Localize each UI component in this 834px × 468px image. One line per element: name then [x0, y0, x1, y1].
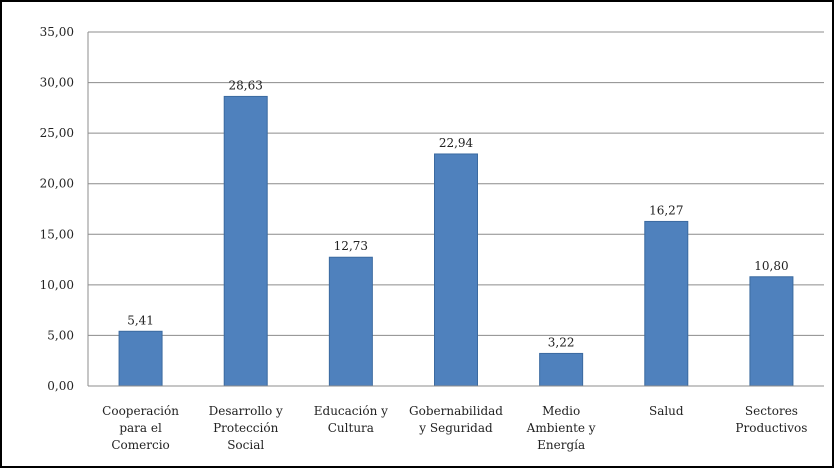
bar	[328, 256, 373, 387]
y-tick-label: 10,00	[40, 278, 74, 292]
x-category-label: Cooperación	[102, 404, 179, 418]
x-category-label: Medio	[542, 404, 580, 418]
y-tick-label: 0,00	[47, 379, 74, 393]
data-label: 16,27	[649, 203, 683, 217]
x-category-label: Cultura	[328, 421, 374, 435]
bar	[644, 220, 689, 387]
y-tick-label: 25,00	[40, 126, 74, 140]
x-category-label: Ambiente y	[526, 421, 596, 435]
bars	[118, 95, 794, 387]
x-axis-category-labels: Cooperación para el Comercio Desarrollo y Pr…	[102, 404, 807, 452]
x-category-label: Sectores	[745, 404, 798, 418]
y-tick-label: 20,00	[40, 177, 74, 191]
bar	[539, 352, 584, 387]
x-category-label: Gobernabilidad	[409, 404, 503, 418]
x-category-label: para el	[119, 421, 162, 435]
data-labels: 5,41 28,63 12,73 22,94 3,22 16,27 10,80	[127, 78, 788, 349]
x-category-label: Salud	[649, 404, 684, 418]
data-label: 3,22	[548, 335, 575, 349]
data-label: 5,41	[127, 313, 154, 327]
y-tick-label: 30,00	[40, 76, 74, 90]
data-label: 22,94	[439, 136, 474, 150]
x-category-label: Social	[227, 438, 264, 452]
x-category-label: Desarrollo y	[209, 404, 283, 418]
y-tick-label: 5,00	[47, 328, 74, 342]
bar	[223, 95, 268, 387]
y-tick-label: 35,00	[40, 25, 74, 39]
data-label: 10,80	[754, 259, 788, 273]
x-category-label: Energía	[537, 438, 585, 452]
x-category-label: y Seguridad	[418, 421, 493, 435]
x-category-label: Productivos	[735, 421, 807, 435]
x-category-label: Educación y	[314, 404, 388, 418]
data-label: 12,73	[334, 239, 368, 253]
y-axis-tick-labels: 0,00 5,00 10,00 15,00 20,00 25,00 30,00 35,00	[40, 25, 74, 393]
bar	[118, 330, 163, 387]
bar	[749, 276, 794, 387]
x-category-label: Protección	[213, 421, 278, 435]
bar	[434, 153, 478, 387]
x-category-label: Comercio	[111, 438, 169, 452]
y-tick-label: 15,00	[40, 227, 74, 241]
data-label: 28,63	[229, 78, 263, 92]
